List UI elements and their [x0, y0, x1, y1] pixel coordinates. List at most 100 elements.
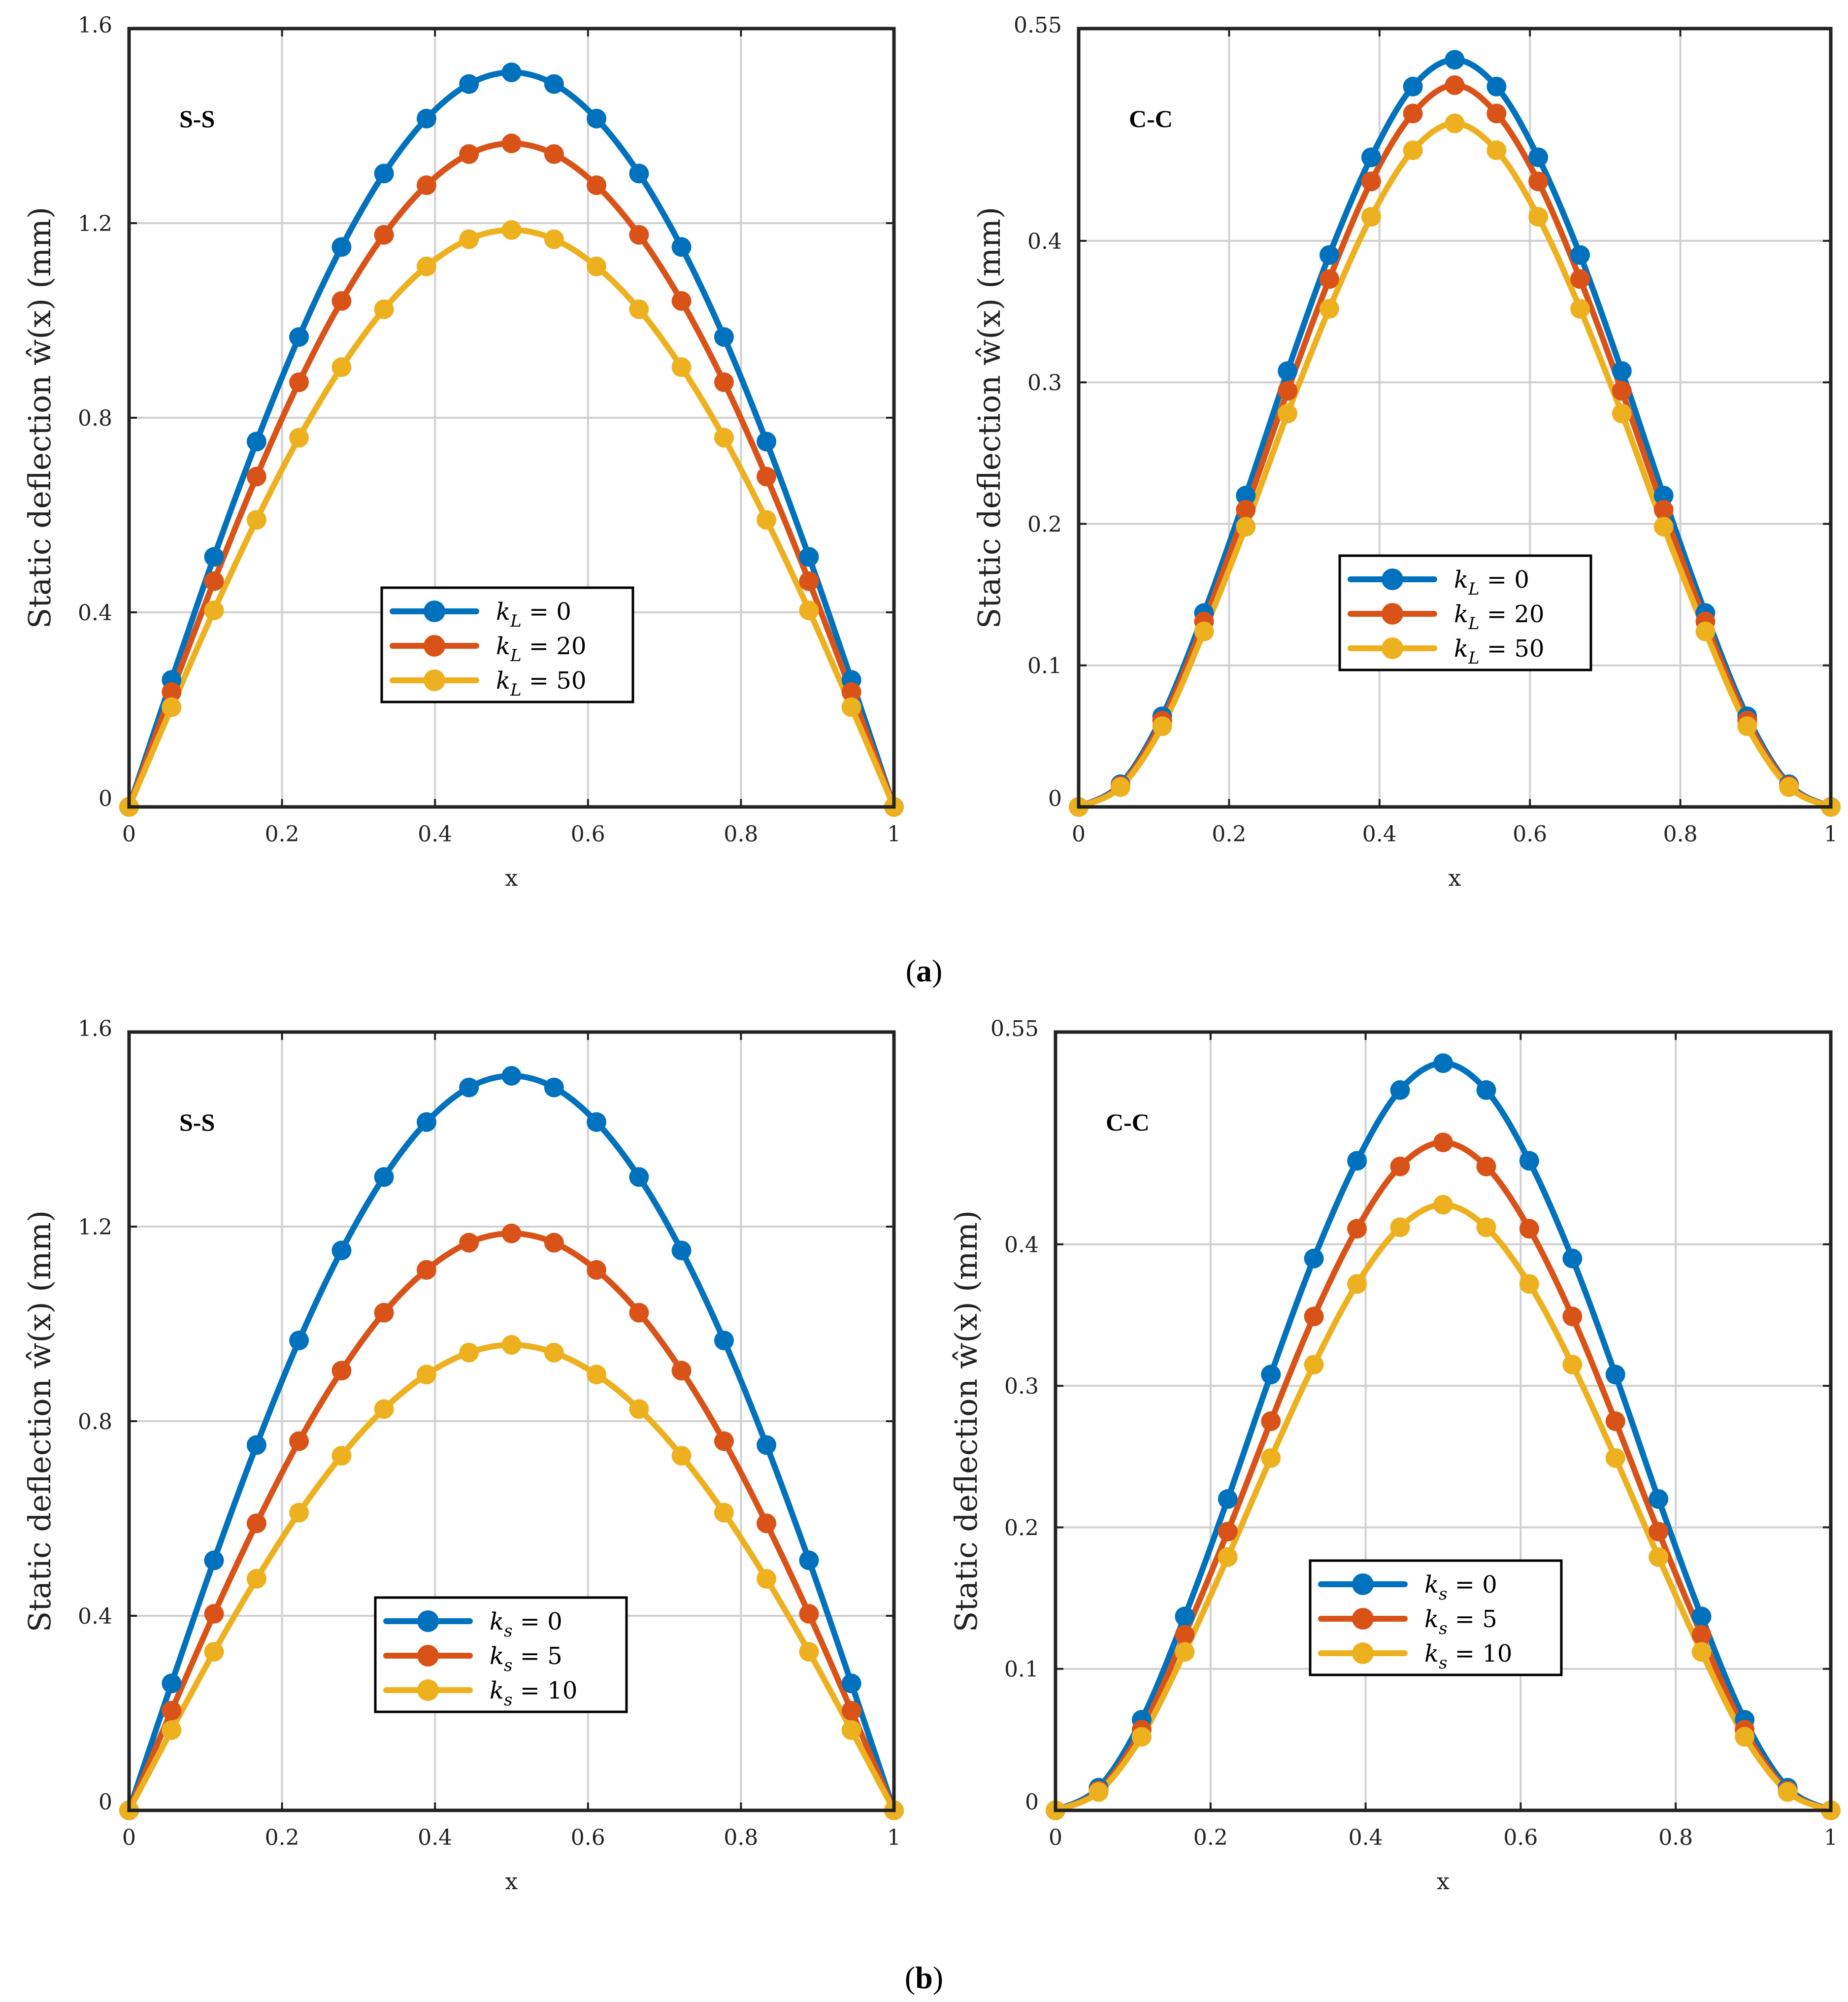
data-point [1649, 1547, 1669, 1567]
data-point [587, 108, 607, 129]
y-tick-label: 0.3 [1004, 1374, 1039, 1399]
data-point [629, 164, 649, 184]
data-point [1433, 1053, 1453, 1073]
data-point [374, 225, 394, 245]
data-point [162, 1701, 182, 1721]
data-point [459, 1233, 479, 1253]
data-point [331, 1446, 352, 1466]
legend-item-3: ks = 10 [1318, 1640, 1513, 1673]
x-tick-label: 1 [1824, 822, 1838, 847]
data-point [587, 1365, 607, 1385]
legend-subscript: L [510, 611, 522, 631]
data-point [1486, 103, 1507, 124]
data-point [1519, 1151, 1539, 1171]
data-point [501, 1223, 522, 1243]
data-point [1361, 147, 1381, 167]
legend-label: ks = 0 [490, 1608, 562, 1641]
data-point [544, 1233, 564, 1253]
y-tick-label: 0.8 [78, 1409, 112, 1435]
data-point [246, 510, 266, 530]
legend-subscript: s [504, 1656, 512, 1675]
legend-swatch-marker [424, 669, 445, 691]
data-point [162, 1673, 182, 1694]
legend-var: k [1424, 1605, 1439, 1633]
data-point [1737, 716, 1757, 736]
data-point [246, 1513, 266, 1534]
data-point [1236, 500, 1256, 520]
data-point [1261, 1365, 1281, 1385]
data-point [799, 1642, 819, 1662]
legend-value: = 10 [1448, 1640, 1513, 1668]
data-point [757, 467, 777, 487]
legend-var: k [1424, 1640, 1439, 1668]
y-tick-label: 0.55 [990, 1016, 1039, 1041]
data-point [1304, 1248, 1324, 1268]
data-point [799, 601, 819, 621]
y-tick-label: 0.2 [1004, 1515, 1039, 1540]
y-tick-label: 0 [1025, 1790, 1039, 1815]
legend-label: kL = 0 [496, 598, 571, 631]
data-point [1361, 207, 1381, 227]
legend-value: = 20 [522, 633, 587, 660]
legend-var: k [496, 667, 510, 695]
data-point [1562, 1355, 1583, 1375]
x-tick-label: 0.6 [1513, 822, 1547, 847]
y-tick-label: 1.2 [78, 1215, 112, 1240]
data-point [1261, 1411, 1281, 1431]
legend-item-1: kL = 0 [1348, 566, 1529, 599]
data-point [1304, 1306, 1324, 1327]
data-point [331, 1361, 352, 1381]
data-point [671, 1446, 692, 1466]
legend-label: kL = 20 [1454, 601, 1544, 634]
x-tick-label: 0 [122, 1825, 136, 1850]
y-axis-label: Static deflection ŵ(x) (mm) [948, 1210, 984, 1632]
x-tick-label: 0.2 [265, 1825, 299, 1850]
data-point [841, 1720, 861, 1740]
data-point [1390, 1156, 1410, 1176]
data-point [714, 428, 734, 448]
legend-value: = 0 [1480, 566, 1529, 594]
data-point [1319, 299, 1339, 319]
data-point [629, 1399, 649, 1419]
data-point [1562, 1306, 1583, 1327]
legend-var: k [490, 1608, 504, 1635]
legend-subscript: s [1439, 1653, 1447, 1673]
legend-swatch-marker [424, 635, 445, 657]
data-point [1390, 1080, 1410, 1100]
legend-label: ks = 5 [490, 1642, 562, 1675]
data-point [544, 1077, 564, 1098]
legend-label: kL = 50 [1454, 635, 1544, 668]
data-point [1476, 1080, 1496, 1100]
data-point [1433, 1133, 1453, 1153]
data-point [501, 220, 522, 240]
data-point [714, 1431, 734, 1451]
data-point [459, 229, 479, 249]
data-point [1612, 361, 1632, 381]
data-point [501, 1066, 522, 1086]
legend-subscript: s [1439, 1619, 1447, 1638]
legend-label: ks = 10 [490, 1677, 577, 1710]
data-point [1476, 1217, 1496, 1237]
data-point [1403, 103, 1423, 124]
data-point [289, 1502, 309, 1523]
y-tick-label: 0.4 [1027, 229, 1062, 254]
data-point [289, 1331, 309, 1351]
data-point [841, 1701, 861, 1721]
x-tick-label: 0 [1072, 822, 1086, 847]
data-point [799, 571, 819, 591]
data-point [1319, 245, 1339, 265]
x-axis-label: x [505, 865, 518, 891]
data-point [331, 237, 352, 257]
data-point [1649, 1522, 1669, 1542]
legend-var: k [496, 598, 510, 626]
legend-value: = 5 [1448, 1605, 1497, 1633]
data-point [1278, 381, 1298, 401]
data-point [416, 175, 436, 195]
data-point [289, 428, 309, 448]
legend-label: kL = 0 [1454, 566, 1529, 599]
data-point [1347, 1274, 1367, 1294]
data-point [757, 1568, 777, 1589]
y-axis-label: Static deflection ŵ(x) (mm) [22, 207, 58, 629]
grid [1056, 1032, 1831, 1810]
data-point [459, 144, 479, 164]
